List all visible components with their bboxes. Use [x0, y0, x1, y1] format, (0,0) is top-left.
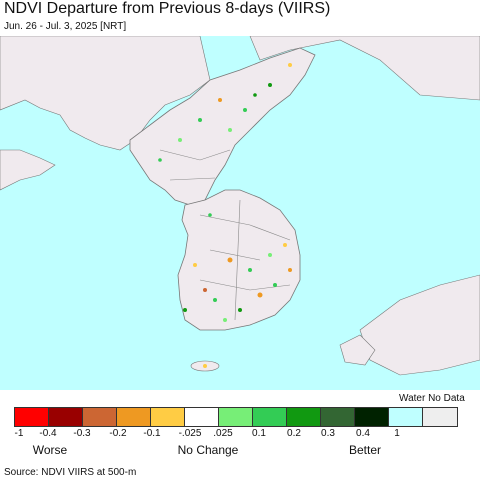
legend-tick: -0.2 — [109, 428, 127, 439]
legend-swatch — [185, 408, 219, 426]
legend-swatch — [389, 408, 423, 426]
legend-swatch — [117, 408, 151, 426]
south-korea — [177, 189, 301, 331]
legend-swatch — [321, 408, 355, 426]
legend-swatch — [423, 408, 457, 426]
legend-tick: -1 — [14, 428, 24, 439]
legend-tick: -0.4 — [39, 428, 57, 439]
legend-tick: 0.3 — [321, 428, 335, 439]
legend-swatch — [253, 408, 287, 426]
legend-tick: 0.4 — [356, 428, 370, 439]
legend-category-no-change: No Change — [177, 443, 239, 457]
ndvi-speckles — [158, 63, 292, 368]
map-title: NDVI Departure from Previous 8-days (VII… — [4, 0, 331, 17]
legend-category-better: Better — [348, 443, 382, 457]
water-no-data-label: Water No Data — [399, 393, 465, 404]
legend-swatch — [15, 408, 49, 426]
legend-tick: 1 — [394, 428, 400, 439]
legend-tick: -0.3 — [73, 428, 91, 439]
north-korea — [129, 47, 316, 206]
admin-borders — [159, 149, 291, 321]
source-note: Source: NDVI VIIRS at 500-m — [4, 467, 137, 478]
legend-tick: 0.2 — [287, 428, 301, 439]
legend-swatch — [287, 408, 321, 426]
shandong-peninsula — [0, 149, 56, 191]
ndvi-map — [0, 36, 480, 390]
legend-swatch — [49, 408, 83, 426]
legend-tick: -0.1 — [143, 428, 161, 439]
legend-category-worse: Worse — [32, 443, 68, 457]
date-range: Jun. 26 - Jul. 3, 2025 [NRT] — [4, 21, 127, 32]
legend-swatch — [355, 408, 389, 426]
legend-tick: .025 — [213, 428, 233, 439]
legend-tick: 0.1 — [252, 428, 266, 439]
japan-landmass — [359, 274, 480, 376]
legend-swatch — [219, 408, 253, 426]
russia-landmass — [249, 36, 480, 101]
kyushu-island — [339, 334, 376, 366]
legend-color-bar — [14, 407, 458, 427]
china-landmass — [0, 36, 211, 151]
legend-swatch — [83, 408, 117, 426]
legend-tick: -.025 — [178, 428, 202, 439]
legend-swatch — [151, 408, 185, 426]
